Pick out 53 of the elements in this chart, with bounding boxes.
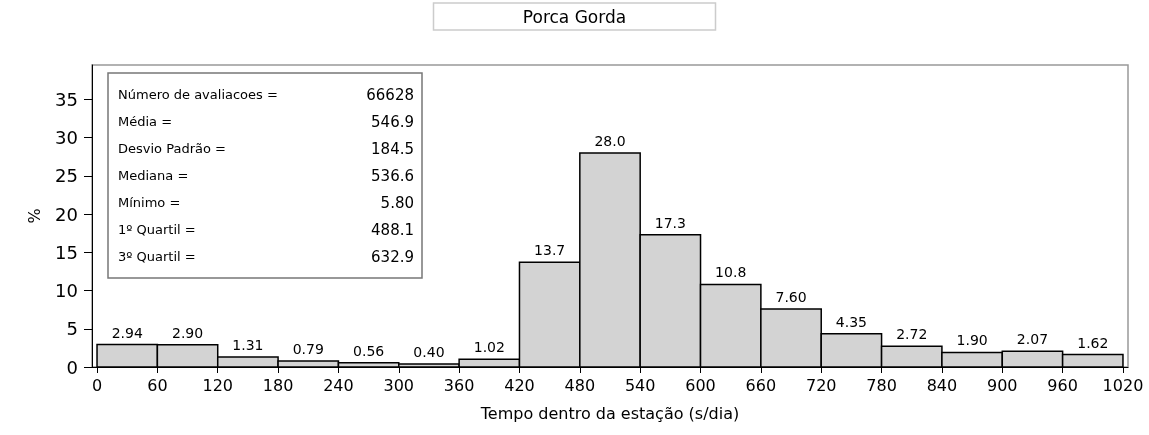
x-tick-label: 1020 bbox=[1102, 375, 1144, 395]
x-tick-label: 660 bbox=[745, 375, 777, 395]
y-axis-title: % bbox=[24, 208, 44, 224]
x-tick-label: 0 bbox=[91, 375, 103, 395]
data-label: 2.07 bbox=[1016, 331, 1049, 348]
x-tick-label: 420 bbox=[504, 375, 535, 395]
x-tick-label: 600 bbox=[685, 375, 716, 395]
x-tick-label: 900 bbox=[987, 375, 1018, 395]
text: Média = 546.9 bbox=[118, 112, 414, 131]
data-label: 28.0 bbox=[594, 132, 626, 149]
x-tick-label: 240 bbox=[323, 375, 354, 395]
text: Mediana = 536.6 bbox=[118, 166, 414, 185]
data-label: 4.35 bbox=[835, 313, 867, 330]
x-tick-label: 960 bbox=[1047, 375, 1078, 395]
data-label: 1.90 bbox=[956, 332, 988, 349]
text: Desvio Padrão = 184.5 bbox=[118, 139, 414, 158]
x-tick-label: 480 bbox=[564, 375, 596, 395]
data-label: 1.02 bbox=[473, 339, 505, 356]
data-label: 2.72 bbox=[896, 326, 928, 343]
data-label: 1.31 bbox=[232, 336, 264, 353]
text: Mínimo = 5.80 bbox=[118, 193, 414, 212]
data-label: 0.40 bbox=[413, 343, 445, 360]
x-tick-label: 840 bbox=[926, 375, 958, 395]
data-label: 17.3 bbox=[654, 214, 686, 231]
text: 3º Quartil = 632.9 bbox=[118, 247, 414, 266]
x-tick-label: 780 bbox=[866, 375, 897, 395]
x-tick-label: 540 bbox=[624, 375, 656, 395]
text: 1º Quartil = 488.1 bbox=[118, 220, 414, 239]
y-tick-label: 20 bbox=[55, 203, 78, 225]
data-label: 2.90 bbox=[171, 324, 204, 341]
y-tick-label: 0 bbox=[66, 356, 78, 378]
x-tick-label: 180 bbox=[262, 375, 294, 395]
x-tick-label: 60 bbox=[147, 375, 168, 395]
y-tick-label: 15 bbox=[55, 241, 78, 263]
data-label: 7.60 bbox=[775, 288, 807, 305]
chart-title: Porca Gorda bbox=[522, 6, 627, 27]
x-tick-label: 720 bbox=[805, 375, 837, 395]
x-axis-title: Tempo dentro da estação (s/dia) bbox=[479, 403, 740, 423]
data-label: 2.94 bbox=[111, 324, 143, 341]
data-label: 13.7 bbox=[534, 242, 566, 259]
x-tick-label: 360 bbox=[443, 375, 475, 395]
y-tick-label: 25 bbox=[55, 165, 78, 187]
data-label: 10.8 bbox=[715, 264, 747, 281]
data-label: 1.62 bbox=[1077, 334, 1109, 351]
x-tick-label: 120 bbox=[202, 375, 233, 395]
y-tick-label: 5 bbox=[66, 318, 78, 340]
text: Número de avaliacoes = 66628 bbox=[118, 85, 414, 104]
y-tick-label: 35 bbox=[55, 88, 78, 110]
data-label: 0.56 bbox=[353, 342, 385, 359]
x-tick-label: 300 bbox=[383, 375, 415, 395]
y-tick-label: 30 bbox=[55, 127, 78, 149]
data-label: 0.79 bbox=[292, 340, 324, 357]
y-tick-label: 10 bbox=[55, 280, 78, 302]
